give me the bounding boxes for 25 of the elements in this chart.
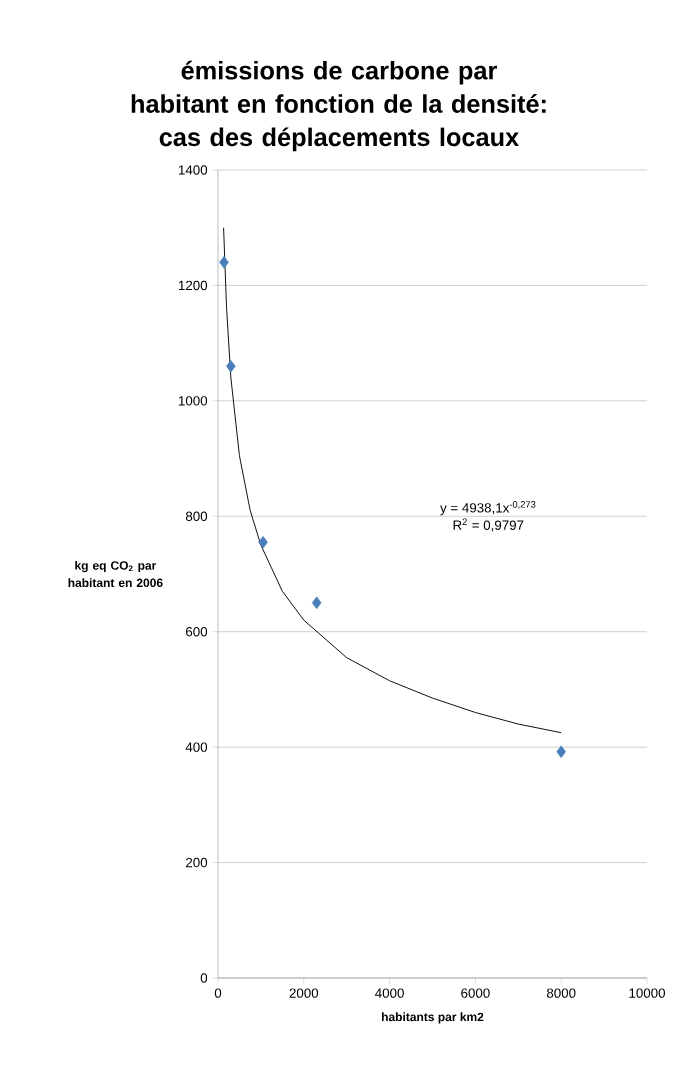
y-tick-label: 200 bbox=[186, 857, 208, 868]
y-tick-label: 1200 bbox=[178, 280, 208, 291]
y-tick-label: 1000 bbox=[178, 396, 208, 406]
x-tick-label: 8000 bbox=[546, 988, 576, 998]
x-tick-label: 6000 bbox=[461, 988, 490, 998]
point bbox=[311, 596, 322, 610]
point bbox=[258, 535, 268, 549]
y-tick-label: 0 bbox=[200, 973, 208, 983]
point bbox=[556, 745, 566, 759]
annotation: y = 4938,1x$^{-0,273}$ bbox=[440, 501, 536, 516]
y-tick-label: 800 bbox=[185, 511, 208, 521]
x-tick-label: 4000 bbox=[375, 988, 404, 998]
annotation: R$^{2}$ = 0,9797 bbox=[453, 518, 524, 532]
line-series bbox=[223, 227, 562, 734]
x-tick-label: 0 bbox=[214, 988, 222, 998]
y-tick-label: 600 bbox=[186, 626, 208, 637]
chart-title: émissions de carbone par habitant en fonction de la densité: cas des déplacements locaux bbox=[131, 60, 546, 152]
y-tick-label: 1400 bbox=[178, 165, 208, 175]
point bbox=[219, 256, 229, 269]
x-tick-label: 10000 bbox=[629, 988, 666, 998]
y-tick-label: 400 bbox=[185, 742, 208, 752]
point bbox=[226, 359, 236, 373]
x-tick-label: 2000 bbox=[289, 988, 319, 998]
y-axis-title: kg eq CO$_{2}$ par habitant en 2006 bbox=[68, 560, 163, 588]
x-axis-title: habitants par km2 bbox=[381, 1012, 484, 1024]
